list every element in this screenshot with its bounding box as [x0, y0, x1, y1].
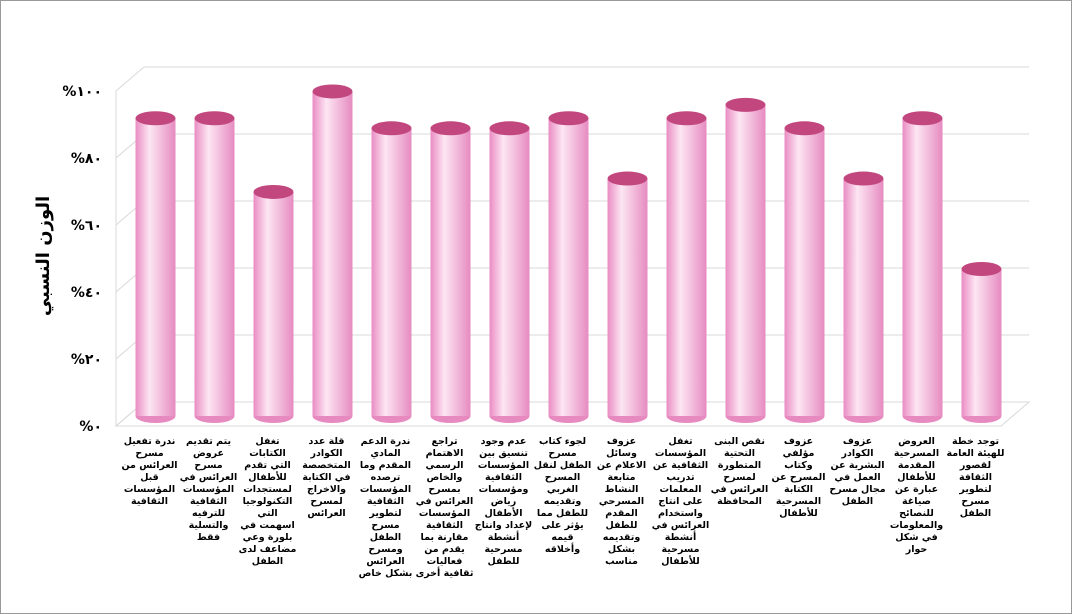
y-tick-label: %٠: [79, 419, 102, 435]
x-tick-label: عزوف وسائل الاعلام عن متابعة النشاط المس…: [596, 436, 647, 567]
x-tick-label: يتم تقديم عروض مسرح العرائس في المؤسسات …: [179, 436, 238, 543]
x-tick-label: عزوف مؤلفي وكتاب المسرح عن الكتابة المسر…: [771, 436, 826, 519]
bar-top: [902, 111, 943, 126]
bar: [253, 191, 294, 416]
y-tick-label: %٢٠: [71, 352, 102, 368]
bar: [430, 128, 471, 417]
y-axis-label: الوزن النسبي: [33, 196, 54, 316]
bar: [194, 118, 235, 416]
x-tick-label: العروض المسرحية المقدمة للأطفال عبارة عن…: [889, 436, 944, 555]
y-tick-label: %٨٠: [71, 151, 102, 167]
x-tick-label: توجد خطة للهيئة العامة لقصور الثقافة لتط…: [946, 436, 1005, 519]
bar-top: [666, 111, 707, 126]
bar: [784, 128, 825, 417]
bar: [312, 91, 353, 416]
bar: [843, 178, 884, 416]
bar-top: [253, 184, 294, 199]
y-tick-label: %٦٠: [71, 218, 102, 234]
bar-top: [548, 111, 589, 126]
bar-top: [430, 121, 471, 136]
x-tick-label: تغفل المؤسسات الثقافية عن تدريب المعلمات…: [651, 436, 710, 567]
grid-line: [115, 66, 145, 92]
x-tick-label: ندرة تفعيل مسرح العرائس من قبل المؤسسات …: [121, 436, 178, 507]
bar: [548, 118, 589, 416]
bar-top: [784, 121, 825, 136]
x-tick-label: نقص البنى التحتية المتطورة لمسرح العرائس…: [710, 436, 769, 507]
bar-top: [489, 121, 530, 136]
x-tick-label: قلة عدد الكوادر المتخصصة في الكتابة والا…: [302, 436, 351, 519]
bar: [725, 104, 766, 416]
bar-top: [312, 84, 353, 99]
bar: [489, 128, 530, 417]
bar-top: [961, 262, 1002, 276]
x-tick-label: تغفل الكتابات التي تقدم للأطفال لمستجدات…: [238, 436, 297, 567]
bar: [607, 178, 648, 416]
bar: [371, 128, 412, 417]
bar-top: [843, 171, 884, 186]
bar: [961, 269, 1002, 416]
x-tick-label: تراجع الاهتمام الرسمي والخاص بمسرح العرا…: [415, 436, 474, 579]
x-tick-label: ندرة الدعم المادي المقدم وما ترصده المؤس…: [358, 436, 413, 579]
bar: [902, 118, 943, 416]
bar-top: [371, 121, 412, 136]
x-tick-label: لجوء كتاب مسرح الطفل لنقل المسرح الغربي …: [533, 436, 592, 555]
bar-top: [194, 111, 235, 126]
y-tick-label: %١٠٠: [62, 84, 102, 100]
bar: [135, 118, 176, 416]
y-tick-label: %٤٠: [71, 285, 102, 301]
bar-top: [725, 97, 766, 112]
bar: [666, 118, 707, 416]
bar-top: [135, 111, 176, 126]
bar-top: [607, 171, 648, 186]
x-tick-label: عدم وجود تنسيق بين المؤسسات الثقافية ومؤ…: [474, 436, 533, 567]
x-tick-label: عزوف الكوادر البشرية عن العمل في مجال مس…: [829, 436, 886, 507]
